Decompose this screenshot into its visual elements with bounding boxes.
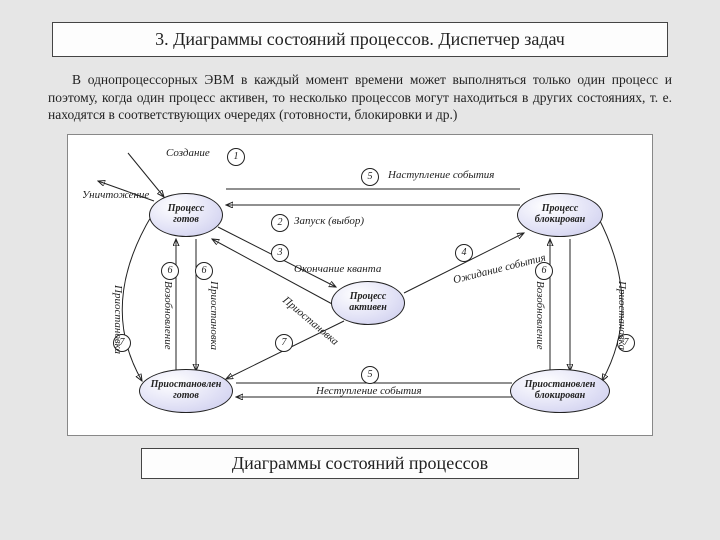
edge-number: 5 [361, 168, 379, 186]
edge-number: 5 [361, 366, 379, 384]
edge-label: Возобновление [162, 281, 174, 350]
edge-label: Приостановка [616, 281, 628, 350]
edge-label: Возобновление [534, 281, 546, 350]
edge-number: 6 [161, 262, 179, 280]
edge-number: 3 [271, 244, 289, 262]
slide-title: 3. Диаграммы состояний процессов. Диспет… [52, 22, 668, 57]
edge-label: Приостановка [208, 281, 220, 350]
slide-page: 3. Диаграммы состояний процессов. Диспет… [0, 0, 720, 540]
edge-label: Уничтожение [82, 189, 149, 201]
edge-label: Создание [166, 147, 210, 159]
edge-number: 6 [195, 262, 213, 280]
edge-label: Наступление события [388, 169, 494, 181]
slide-paragraph: В однопроцессорных ЭВМ в каждый момент в… [48, 71, 672, 124]
edge-label: Приостановка [112, 285, 124, 354]
edge-label: Неступление события [316, 385, 422, 397]
edge-number: 4 [455, 244, 473, 262]
edge-label: Запуск (выбор) [294, 215, 364, 227]
edge-label: Окончание кванта [294, 263, 381, 275]
state-diagram: Процессготов Процессблокирован Процессакти… [67, 134, 653, 436]
state-node-susp_block: Приостановленблокирован [510, 369, 610, 413]
edge-number: 7 [275, 334, 293, 352]
state-node-ready: Процессготов [149, 193, 223, 237]
edge-number: 2 [271, 214, 289, 232]
state-node-blocked: Процессблокирован [517, 193, 603, 237]
state-node-susp_ready: Приостановленготов [139, 369, 233, 413]
edge-number: 1 [227, 148, 245, 166]
diagram-caption: Диаграммы состояний процессов [141, 448, 579, 479]
state-node-active: Процессактивен [331, 281, 405, 325]
